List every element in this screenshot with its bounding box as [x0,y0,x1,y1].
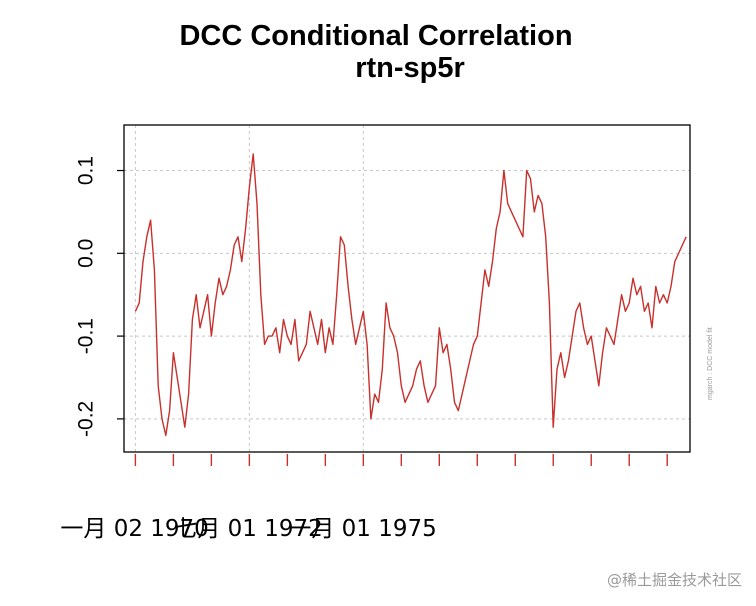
x-tick-label: 一月 02 1970 [60,516,208,542]
series-layer [134,153,687,437]
y-tick-label: 0.1 [75,156,98,185]
watermark: @稀土掘金技术社区 [607,571,742,589]
grid-lines [124,125,690,452]
series-line-0 [134,153,687,437]
side-note: mgarch : DCC model fit [707,327,714,400]
x-tick-label: 一月 01 1975 [288,516,436,542]
y-tick-label: -0.2 [75,401,98,437]
y-tick-label: 0.0 [75,239,98,268]
chart-title: DCC Conditional Correlation [179,20,572,52]
y-tick-label: -0.1 [75,318,98,354]
x-tick-label: 七月 01 1972 [174,516,322,542]
plot-frame [123,124,691,453]
chart-subtitle: rtn-sp5r [355,52,465,84]
y-axis: -0.2 -0.1 0.0 0.1 [75,156,124,437]
